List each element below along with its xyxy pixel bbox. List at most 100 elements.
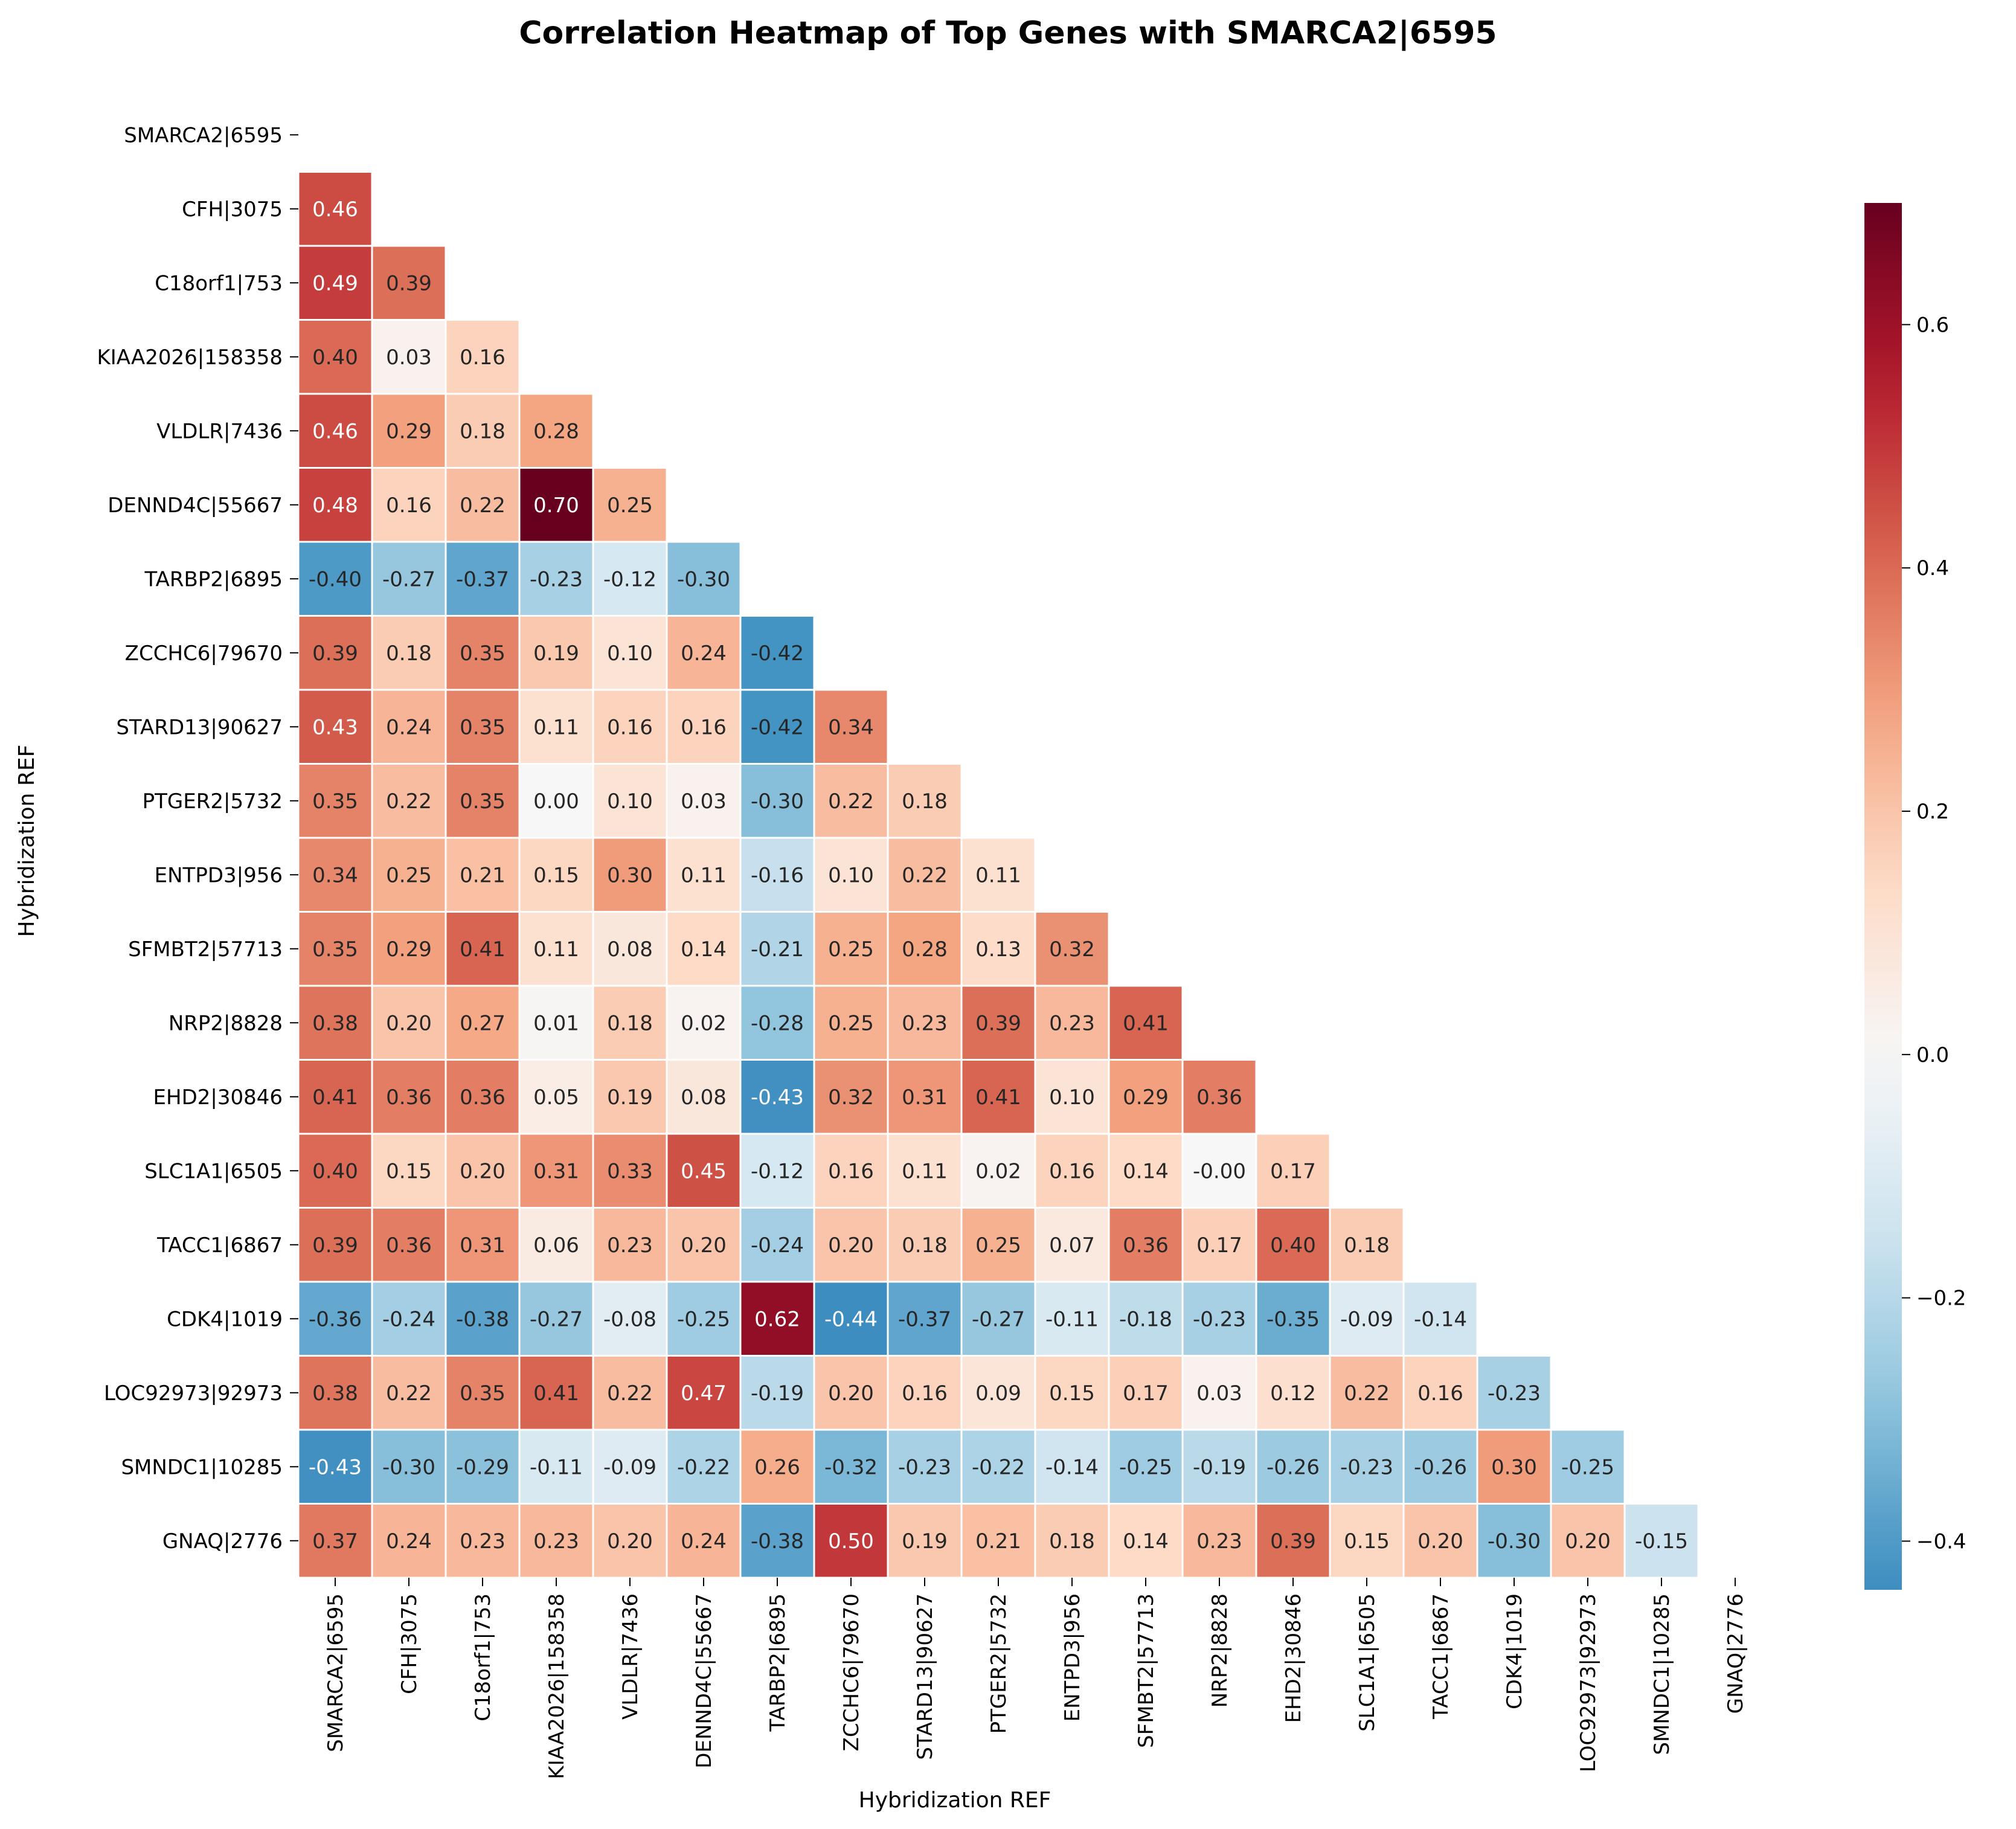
cell-value-label: 0.39 (1270, 1529, 1316, 1554)
cell-value-label: -0.00 (1193, 1159, 1246, 1183)
heatmap-cell (887, 1133, 963, 1209)
cell-value-label: 0.14 (681, 937, 727, 962)
cell-value-label: 0.15 (533, 863, 579, 887)
cell-value-label: 0.16 (386, 493, 432, 518)
y-tick-label: KIAA2026|158358 (97, 346, 283, 370)
cell-value-label: 0.39 (312, 641, 358, 666)
cell-value-label: -0.37 (898, 1307, 951, 1331)
cell-value-label: 0.20 (460, 1159, 506, 1183)
cell-value-label: 0.22 (828, 789, 874, 814)
heatmap-cell (592, 837, 668, 913)
cell-value-label: 0.25 (828, 1011, 874, 1035)
cell-value-label: -0.26 (1414, 1455, 1467, 1479)
heatmap-cell (1108, 1355, 1184, 1431)
cell-value-label: 0.10 (607, 789, 653, 814)
colorbar (1864, 203, 1902, 1590)
cell-value-label: 0.10 (828, 863, 874, 887)
colorbar-tick-label: 0.0 (1916, 1043, 1949, 1067)
cell-value-label: -0.23 (1193, 1307, 1246, 1331)
heatmap-cell (1034, 1281, 1110, 1357)
y-tick-label: CFH|3075 (182, 198, 283, 222)
cell-value-label: 0.35 (460, 641, 506, 666)
heatmap-cell (1034, 1207, 1110, 1283)
cell-value-label: 0.21 (460, 863, 506, 887)
cell-value-label: 0.25 (828, 937, 874, 962)
x-tick-label: KIAA2026|158358 (545, 1593, 569, 1779)
cell-value-label: -0.22 (677, 1455, 730, 1479)
heatmap-cell (1181, 1429, 1257, 1505)
heatmap-cell (518, 541, 594, 617)
cell-value-label: 0.11 (902, 1159, 948, 1183)
cell-value-label: -0.38 (456, 1307, 509, 1331)
cell-value-label: 0.19 (902, 1529, 948, 1554)
cell-value-label: 0.25 (386, 863, 432, 887)
cell-value-label: -0.30 (1488, 1529, 1541, 1554)
heatmap-cell (813, 689, 889, 765)
y-tick-label: DENND4C|55667 (108, 493, 283, 518)
cell-value-label: 0.47 (681, 1381, 727, 1406)
x-axis-ticks: SMARCA2|6595 CFH|3075 C18orf1|753 KIAA2026|… (324, 1578, 1748, 1779)
heatmap-cell (960, 837, 1036, 913)
heatmap-cell (371, 1281, 447, 1357)
x-tick-label: ENTPD3|956 (1061, 1593, 1085, 1721)
cell-value-label: 0.33 (607, 1159, 653, 1183)
heatmap-cell (297, 1059, 373, 1135)
cell-value-label: 0.25 (607, 493, 653, 518)
cell-value-label: 0.23 (1049, 1011, 1095, 1035)
cell-value-label: 0.15 (1344, 1529, 1390, 1554)
heatmap-cell (297, 245, 373, 321)
cell-value-label: 0.31 (460, 1233, 506, 1258)
heatmap-cell (666, 1355, 742, 1431)
cell-value-label: 0.22 (607, 1381, 653, 1406)
cell-value-label: 0.26 (754, 1455, 800, 1479)
cell-value-label: 0.17 (1123, 1381, 1169, 1406)
cell-value-label: 0.32 (828, 1085, 874, 1110)
cell-value-label: 0.39 (386, 271, 432, 295)
cell-value-label: 0.20 (1565, 1529, 1611, 1554)
cell-value-label: 0.22 (460, 493, 506, 518)
cell-value-label: 0.70 (533, 493, 579, 518)
y-axis-ticks: SMARCA2|6595 CFH|3075 C18orf1|753 KIAA2026|… (97, 123, 298, 1554)
cell-value-label: -0.11 (530, 1455, 583, 1479)
heatmap-cell (592, 1207, 668, 1283)
cell-value-label: 0.16 (1417, 1381, 1463, 1406)
heatmap-cell (666, 911, 742, 987)
cell-value-label: 0.20 (828, 1381, 874, 1406)
heatmap-cell (1329, 1429, 1405, 1505)
cell-value-label: 0.35 (460, 1381, 506, 1406)
heatmap-cell (666, 1281, 742, 1357)
cell-value-label: 0.23 (902, 1011, 948, 1035)
heatmap-cell (739, 763, 815, 839)
cell-value-label: -0.12 (751, 1159, 804, 1183)
heatmap-cell (960, 1207, 1036, 1283)
heatmap-cell (371, 1207, 447, 1283)
cell-value-label: 0.18 (1344, 1233, 1390, 1258)
heatmap-cell (1255, 1355, 1331, 1431)
heatmap-cell (371, 541, 447, 617)
colorbar-tick-label: 0.4 (1916, 556, 1949, 580)
cell-value-label: 0.12 (1270, 1381, 1316, 1406)
cell-value-label: -0.26 (1266, 1455, 1320, 1479)
heatmap-cell (1255, 1281, 1331, 1357)
cell-value-label: 0.18 (1049, 1529, 1095, 1554)
x-tick-label: STARD13|90627 (913, 1593, 937, 1760)
heatmap-cell (1329, 1355, 1405, 1431)
x-tick-label: DENND4C|55667 (692, 1593, 716, 1769)
cell-value-label: -0.16 (751, 863, 804, 887)
colorbar-ticks: −0.4 −0.2 0.0 0.2 0.4 0.6 (1902, 313, 1966, 1554)
y-tick-label: GNAQ|2776 (162, 1529, 283, 1554)
cell-value-label: 0.29 (1123, 1085, 1169, 1110)
cell-value-label: 0.20 (828, 1233, 874, 1258)
heatmap-cell (813, 837, 889, 913)
heatmap-cell (297, 911, 373, 987)
heatmap-cell (518, 1281, 594, 1357)
cell-value-label: 0.36 (386, 1233, 432, 1258)
cell-value-label: 0.03 (681, 789, 727, 814)
cell-value-label: -0.38 (751, 1529, 804, 1554)
heatmap-cell (1034, 1503, 1110, 1579)
x-tick-label: CFH|3075 (397, 1593, 422, 1694)
cell-value-label: -0.23 (898, 1455, 951, 1479)
x-tick-label: SFMBT2|57713 (1134, 1593, 1158, 1748)
cell-value-label: 0.00 (533, 789, 579, 814)
cell-value-label: 0.05 (533, 1085, 579, 1110)
